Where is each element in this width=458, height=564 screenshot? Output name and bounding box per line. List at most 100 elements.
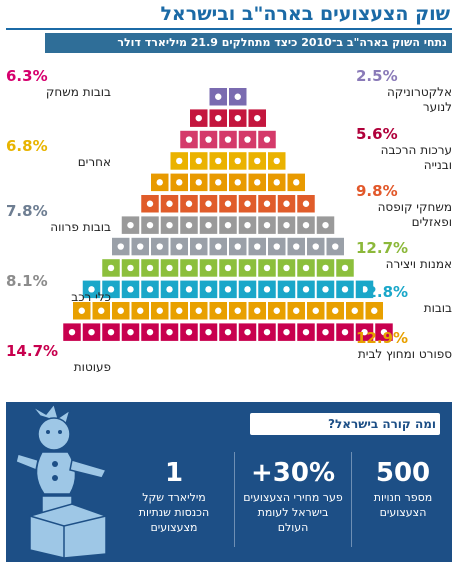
- stacking-ring-icon: [234, 114, 241, 122]
- title-divider: [6, 28, 452, 30]
- rubber-duck-icon: [146, 286, 154, 293]
- gift-box-icon: [254, 157, 261, 165]
- ball-block: [92, 302, 110, 320]
- toy-car-block: [121, 216, 140, 234]
- paintbrush-block: [180, 259, 198, 277]
- paintbrush-block: [316, 259, 335, 277]
- toy-car-icon: [332, 243, 339, 250]
- stacking-ring-block: [229, 109, 247, 127]
- paintbrush-block: [297, 259, 315, 277]
- rubber-duck-icon: [127, 286, 134, 293]
- ball-block: [346, 302, 364, 320]
- building-blocks-block: [199, 130, 218, 149]
- rattle-icon: [185, 328, 193, 336]
- rattle-icon: [205, 328, 212, 336]
- toy-car-icon: [234, 243, 241, 250]
- stacking-ring-block: [190, 109, 208, 127]
- paintbrush-block: [102, 259, 120, 277]
- paintbrush-block: [336, 259, 354, 277]
- rattle-block: [336, 323, 354, 341]
- teddy-bear-block: [151, 173, 169, 192]
- rattle-icon: [224, 328, 232, 336]
- ball-icon: [254, 307, 261, 314]
- category-percent: 6.3%: [6, 67, 48, 85]
- rattle-icon: [322, 328, 329, 336]
- rattle-icon: [341, 328, 349, 336]
- category-infant: 14.7% פעוטות: [6, 343, 111, 375]
- toy-car-block: [287, 237, 305, 256]
- ball-block: [326, 302, 344, 320]
- rubber-duck-icon: [185, 286, 193, 293]
- toy-car-icon: [283, 221, 290, 229]
- ball-icon: [215, 307, 222, 314]
- ball-icon: [351, 307, 358, 314]
- ball-icon: [293, 307, 300, 314]
- rattle-block: [160, 323, 179, 341]
- category-building-sets: 5.6% ערכות הרכבה ובנייה: [356, 126, 452, 173]
- rattle-icon: [380, 328, 388, 336]
- ball-block: [209, 302, 227, 320]
- stat-value: 500: [375, 458, 431, 488]
- rattle-block: [102, 323, 120, 341]
- toy-car-block: [112, 237, 130, 256]
- puzzle-piece-block: [219, 195, 237, 213]
- building-blocks-block: [180, 130, 198, 149]
- rattle-block: [141, 323, 159, 341]
- ball-icon: [78, 307, 85, 314]
- toy-car-icon: [146, 221, 154, 229]
- toy-car-block: [229, 237, 247, 256]
- rattle-block: [199, 323, 218, 341]
- ball-block: [190, 302, 208, 320]
- gift-box-block: [170, 152, 188, 170]
- ball-icon: [371, 307, 378, 314]
- toy-car-icon: [322, 221, 329, 229]
- subtitle-bar: [45, 33, 452, 53]
- puzzle-piece-icon: [205, 200, 212, 207]
- gift-box-icon: [215, 157, 222, 165]
- toy-car-icon: [205, 221, 212, 229]
- toy-car-block: [297, 216, 315, 234]
- gift-box-icon: [273, 157, 280, 165]
- category-percent: 12.7%: [356, 239, 409, 257]
- rattle-icon: [127, 328, 134, 336]
- stacking-ring-block: [248, 109, 266, 127]
- stat-value: +30%: [250, 458, 336, 488]
- paintbrush-block: [277, 259, 296, 277]
- rubber-duck-block: [238, 280, 257, 299]
- stat-value: 1: [164, 458, 184, 488]
- puzzle-piece-block: [297, 195, 315, 213]
- category-label: ספורט ומחוץ לבית: [357, 347, 452, 361]
- rubber-duck-icon: [244, 286, 251, 293]
- rubber-duck-block: [199, 280, 218, 299]
- puzzle-piece-icon: [185, 200, 193, 207]
- rattle-block: [219, 323, 237, 341]
- teddy-bear-icon: [215, 179, 222, 186]
- category-youth-electronics: 2.5% אלקטרוניקה לנוער: [356, 68, 452, 115]
- rubber-duck-block: [219, 280, 237, 299]
- paintbrush-icon: [205, 264, 212, 272]
- rubber-duck-block: [102, 280, 120, 299]
- ball-block: [229, 302, 247, 320]
- toy-car-block: [307, 237, 325, 256]
- category-percent: 6.8%: [6, 137, 48, 155]
- category-vehicles: 8.1% כלי רכב: [6, 273, 111, 305]
- stat-text: מיליארד שקל הכנסות שנתיות מצעצועים: [138, 491, 210, 534]
- teddy-bear-block: [268, 173, 286, 192]
- paintbrush-icon: [244, 264, 251, 272]
- rattle-block: [238, 323, 257, 341]
- stacking-ring-icon: [215, 114, 222, 122]
- rubber-duck-block: [121, 280, 140, 299]
- toy-car-block: [190, 237, 208, 256]
- rattle-block: [180, 323, 198, 341]
- ball-icon: [156, 307, 163, 314]
- teddy-bear-block: [229, 173, 247, 192]
- category-label: אחרים: [77, 155, 111, 169]
- category-dolls: 12.8% בובות: [356, 284, 452, 316]
- puzzle-piece-block: [258, 195, 276, 213]
- building-blocks-icon: [185, 136, 193, 143]
- stacking-ring-icon: [195, 114, 202, 122]
- category-label: בובות משחק: [45, 85, 111, 99]
- gift-box-block: [209, 152, 227, 170]
- rubber-duck-block: [258, 280, 276, 299]
- category-percent: 2.5%: [356, 67, 398, 85]
